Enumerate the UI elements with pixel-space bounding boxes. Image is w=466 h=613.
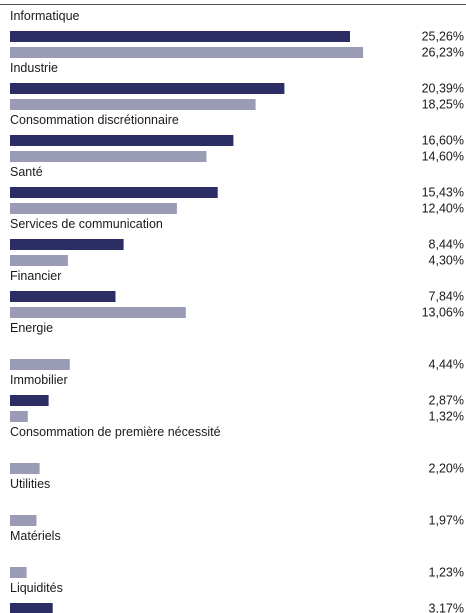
- value-label-series-1: 15,43%: [422, 186, 464, 200]
- value-label-series-2: 13,06%: [422, 306, 464, 320]
- bar-series-1: [10, 395, 49, 406]
- bar-series-2: [10, 463, 40, 474]
- value-label-series-1: 20,39%: [422, 82, 464, 96]
- bar-series-2: [10, 359, 70, 370]
- value-label-series-2: 1,23%: [429, 566, 464, 580]
- bar-series-1: [10, 31, 350, 42]
- bar-series-1: [10, 135, 234, 146]
- value-label-series-1: 16,60%: [422, 134, 464, 148]
- value-label-series-2: 12,40%: [422, 202, 464, 216]
- value-label-series-2: 1,32%: [429, 410, 464, 424]
- value-label-series-2: 26,23%: [422, 46, 464, 60]
- value-label-series-1: 3,17%: [429, 602, 464, 613]
- value-label-series-1: 8,44%: [429, 238, 464, 252]
- category-label: Liquidités: [10, 581, 63, 595]
- category-label: Financier: [10, 269, 61, 283]
- value-label-series-1: 25,26%: [422, 30, 464, 44]
- value-label-series-2: 1,97%: [429, 514, 464, 528]
- bar-series-1: [10, 291, 116, 302]
- value-label-series-1: 7,84%: [429, 290, 464, 304]
- category-label: Consommation de première nécessité: [10, 425, 221, 439]
- bar-series-2: [10, 99, 256, 110]
- category-label: Utilities: [10, 477, 50, 491]
- value-label-series-2: 4,30%: [429, 254, 464, 268]
- category-label: Services de communication: [10, 217, 163, 231]
- value-label-series-2: 2,20%: [429, 462, 464, 476]
- bar-series-2: [10, 203, 177, 214]
- category-label: Matériels: [10, 529, 61, 543]
- bar-series-2: [10, 411, 28, 422]
- value-label-series-2: 14,60%: [422, 150, 464, 164]
- category-label: Informatique: [10, 9, 80, 23]
- category-label: Immobilier: [10, 373, 68, 387]
- bar-series-2: [10, 151, 207, 162]
- bar-series-1: [10, 83, 285, 94]
- bar-series-1: [10, 187, 218, 198]
- category-label: Santé: [10, 165, 43, 179]
- value-label-series-2: 18,25%: [422, 98, 464, 112]
- bar-series-2: [10, 567, 27, 578]
- value-label-series-1: 2,87%: [429, 394, 464, 408]
- bar-series-2: [10, 307, 186, 318]
- bar-series-1: [10, 603, 53, 613]
- bar-series-2: [10, 255, 68, 266]
- category-label: Energie: [10, 321, 53, 335]
- bar-series-2: [10, 47, 364, 58]
- plot-area: Informatique 25,26% 26,23% Industrie 20,39% 1…: [10, 9, 464, 613]
- category-label: Consommation discrétionnaire: [10, 113, 179, 127]
- value-label-series-2: 4,44%: [429, 358, 464, 372]
- category-label: Industrie: [10, 61, 58, 75]
- bar-series-2: [10, 515, 37, 526]
- bar-series-1: [10, 239, 124, 250]
